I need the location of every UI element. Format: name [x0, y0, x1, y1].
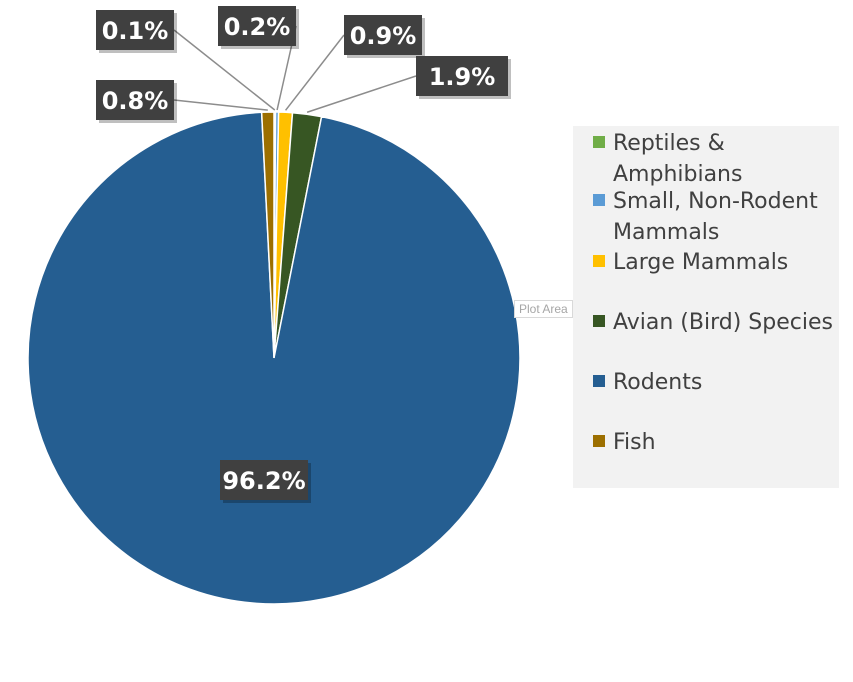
- data-label-text: 0.1%: [102, 17, 169, 45]
- legend-swatch: [593, 315, 605, 327]
- legend-swatch: [593, 435, 605, 447]
- legend-item-large-mammals[interactable]: Large Mammals: [593, 247, 843, 278]
- data-label-box: [96, 80, 174, 120]
- legend-label: Rodents: [613, 370, 703, 395]
- leader-line: [173, 99, 268, 111]
- legend-swatch: [593, 375, 605, 387]
- leader-line: [284, 34, 345, 111]
- legend[interactable]: Reptiles & Amphibians Small, Non-Rodent …: [573, 126, 839, 488]
- legend-swatch: [593, 255, 605, 267]
- data-label-box: [416, 56, 508, 96]
- data-label-text: 0.9%: [350, 22, 417, 50]
- pie-slice-fish[interactable]: [260, 111, 275, 359]
- legend-item-fish[interactable]: Fish: [593, 427, 843, 458]
- legend-label: Small, Non-Rodent Mammals: [613, 189, 818, 245]
- data-label-box: [344, 15, 422, 55]
- legend-item-avian-species[interactable]: Avian (Bird) Species: [593, 307, 843, 338]
- data-label-text: 0.2%: [224, 13, 291, 41]
- legend-label: Fish: [613, 430, 656, 455]
- pie-slices: [27, 111, 521, 605]
- legend-item-rodents[interactable]: Rodents: [593, 367, 843, 398]
- leader-line: [173, 29, 276, 111]
- legend-label: Large Mammals: [613, 250, 789, 275]
- legend-swatch: [593, 136, 605, 148]
- legend-swatch: [593, 194, 605, 206]
- legend-item-reptiles-amphibians[interactable]: Reptiles & Amphibians: [593, 128, 843, 190]
- pie-slice-rodents[interactable]: [27, 111, 521, 605]
- data-label-text: 96.2%: [222, 467, 305, 495]
- legend-label: Avian (Bird) Species: [613, 310, 833, 335]
- leader-line: [306, 75, 417, 113]
- data-label-box: [218, 6, 296, 46]
- legend-label: Reptiles & Amphibians: [613, 131, 743, 187]
- legend-item-small-non-rodent-mammals[interactable]: Small, Non-Rodent Mammals: [593, 186, 843, 248]
- data-label-box: [220, 460, 308, 500]
- data-label-text: 0.8%: [102, 87, 169, 115]
- data-label-box: [96, 10, 174, 50]
- data-label-text: 1.9%: [429, 63, 496, 91]
- data-labels: 0.1% 0.2% 0.9% 1.9% 96.2% 0.8%: [96, 6, 511, 503]
- plot-area-tooltip: Plot Area: [514, 300, 573, 318]
